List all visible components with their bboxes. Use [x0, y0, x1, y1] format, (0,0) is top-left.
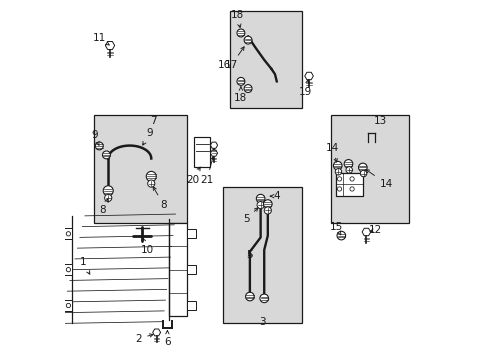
- Text: 7: 7: [149, 116, 156, 126]
- Circle shape: [344, 159, 352, 168]
- Text: 20: 20: [185, 167, 200, 185]
- Text: 9: 9: [142, 129, 152, 145]
- Text: 4: 4: [270, 191, 280, 201]
- Text: 18: 18: [230, 10, 244, 27]
- Bar: [230, 12, 301, 108]
- Circle shape: [245, 292, 254, 301]
- Text: 12: 12: [368, 225, 381, 235]
- Circle shape: [333, 161, 341, 170]
- Bar: [194, 137, 210, 167]
- Circle shape: [244, 36, 251, 44]
- Text: 14: 14: [325, 143, 338, 162]
- Text: 8: 8: [153, 187, 167, 210]
- Circle shape: [335, 168, 341, 175]
- Bar: [64, 264, 72, 275]
- Text: 15: 15: [328, 222, 342, 235]
- Text: 3: 3: [259, 317, 265, 327]
- Circle shape: [66, 303, 70, 308]
- Bar: [187, 265, 196, 274]
- Bar: [223, 187, 301, 323]
- Text: 8: 8: [100, 199, 108, 216]
- Text: 13: 13: [373, 116, 386, 126]
- Text: 11: 11: [92, 33, 109, 45]
- Circle shape: [358, 163, 366, 172]
- Circle shape: [260, 294, 268, 303]
- Circle shape: [263, 200, 271, 208]
- Circle shape: [360, 170, 366, 177]
- Text: 5: 5: [243, 208, 258, 224]
- Text: 21: 21: [200, 157, 213, 185]
- Circle shape: [244, 85, 251, 93]
- Circle shape: [256, 194, 264, 203]
- Circle shape: [346, 167, 352, 173]
- Circle shape: [237, 29, 244, 37]
- Circle shape: [336, 231, 345, 240]
- Bar: [187, 301, 196, 310]
- Circle shape: [66, 267, 70, 272]
- Bar: [94, 116, 187, 223]
- Bar: [330, 116, 408, 223]
- Bar: [187, 229, 196, 238]
- Bar: [64, 228, 72, 239]
- Circle shape: [66, 231, 70, 236]
- Text: 17: 17: [224, 47, 244, 70]
- Text: 14: 14: [365, 170, 392, 189]
- Circle shape: [146, 171, 156, 181]
- Circle shape: [103, 186, 113, 196]
- Text: 16: 16: [218, 60, 231, 70]
- Circle shape: [147, 180, 155, 187]
- Circle shape: [104, 194, 112, 202]
- Circle shape: [95, 142, 103, 150]
- Circle shape: [264, 207, 271, 214]
- Circle shape: [349, 177, 353, 181]
- Text: 6: 6: [164, 330, 170, 347]
- Text: 18: 18: [234, 87, 247, 103]
- Text: 2: 2: [135, 333, 153, 343]
- Circle shape: [349, 187, 353, 191]
- Text: 5: 5: [246, 250, 253, 260]
- Circle shape: [337, 177, 341, 181]
- Text: 9: 9: [91, 130, 99, 145]
- Text: 10: 10: [141, 238, 154, 255]
- Text: 19: 19: [298, 80, 311, 97]
- Circle shape: [257, 202, 264, 209]
- Bar: [169, 223, 187, 316]
- Circle shape: [102, 151, 110, 159]
- Bar: [335, 173, 362, 196]
- Text: 1: 1: [80, 257, 90, 274]
- Circle shape: [337, 187, 341, 191]
- Bar: [64, 300, 72, 311]
- Circle shape: [237, 77, 244, 85]
